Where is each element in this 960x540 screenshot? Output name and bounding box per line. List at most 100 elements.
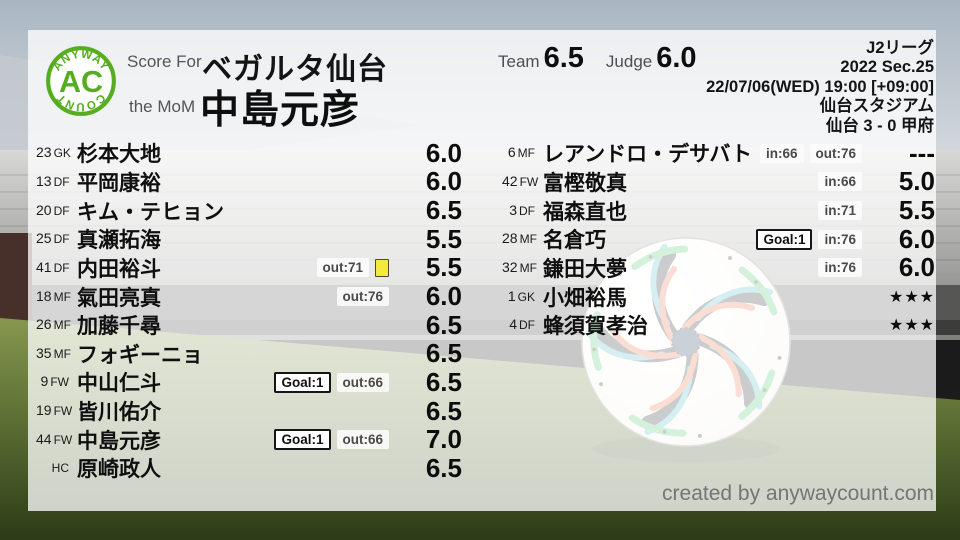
player-position: FW: [53, 432, 73, 447]
player-rating: 6.0: [425, 166, 462, 197]
player-row: 3 DF 福森直也 in:71 5.5: [502, 195, 935, 225]
player-row: 32 MF 鎌田大夢 in:76 6.0: [502, 252, 935, 283]
player-name: レアンドロ・デサバト: [543, 143, 752, 167]
player-rating: ★★★: [888, 317, 935, 335]
player-position: MF: [519, 260, 537, 275]
substitution-badge: out:71: [316, 258, 369, 278]
player-rating: 6.0: [425, 281, 462, 312]
player-position: DF: [53, 260, 70, 275]
player-position: MF: [53, 346, 71, 361]
substitutes-roster: 6 MF レアンドロ・デサバト in:66 out:76 --- 42 FW 富樫敬真…: [502, 138, 935, 339]
player-number: 28: [502, 230, 518, 247]
player-rating: 6.5: [425, 195, 462, 226]
player-position: MF: [519, 232, 537, 247]
player-number-position: 6 MF: [502, 144, 535, 162]
player-position: MF: [53, 318, 71, 333]
player-row: 44 FW 中島元彦 Goal:1 out:66 7.0: [36, 424, 462, 454]
logo-ac-monogram: AC: [59, 65, 103, 99]
player-row: 1 GK 小畑裕馬 ★★★: [502, 282, 935, 311]
player-name: 真瀬拓海: [77, 229, 161, 253]
player-badges: Goal:1 in:76: [756, 228, 862, 250]
player-number: 41: [36, 258, 52, 275]
judge-score-label: Judge: [605, 52, 653, 71]
player-name: 杉本大地: [77, 143, 161, 167]
player-number: 1: [507, 287, 516, 304]
match-info: J2リーグ 2022 Sec.25 22/07/06(WED) 19:00 [+…: [706, 39, 934, 136]
player-number: 32: [502, 258, 518, 275]
player-number: 25: [36, 230, 52, 247]
substitution-badge: in:66: [818, 172, 862, 192]
substitution-badge: out:76: [336, 287, 389, 307]
player-rating: 6.5: [425, 395, 462, 426]
player-name: 皆川佑介: [77, 401, 161, 425]
substitution-badge: in:71: [818, 201, 862, 221]
player-number-position: 1 GK: [502, 288, 535, 306]
substitution-badge: out:66: [336, 430, 389, 450]
player-badges: in:76: [818, 258, 862, 278]
substitution-badge: out:66: [336, 372, 389, 392]
player-number: 44: [36, 430, 52, 447]
team-score-label: Team: [498, 52, 540, 71]
player-position: GK: [517, 289, 535, 304]
player-number-position: HC: [36, 459, 69, 477]
player-position: FW: [519, 174, 539, 189]
player-number: 35: [36, 344, 52, 361]
player-number: 6: [507, 144, 516, 161]
player-badges: in:66 out:76: [759, 143, 862, 163]
player-rating: 5.0: [898, 166, 935, 197]
player-number: 42: [502, 172, 518, 189]
player-number: 19: [36, 402, 52, 419]
player-name: 原崎政人: [77, 458, 161, 482]
mom-label: the MoM: [129, 97, 196, 116]
player-number: 3: [509, 201, 517, 218]
player-number-position: 9 FW: [36, 373, 69, 391]
player-number-position: 28 MF: [502, 230, 537, 248]
player-row: 25 DF 真瀬拓海 5.5: [36, 223, 462, 254]
substitution-badge: out:76: [809, 143, 862, 163]
goal-badge: Goal:1: [274, 371, 331, 393]
player-number-position: 42 FW: [502, 172, 538, 191]
player-position: MF: [517, 146, 535, 161]
player-number-position: 41 DF: [36, 258, 70, 277]
player-number-position: 4 DF: [502, 316, 535, 334]
player-name: キム・テヒョン: [77, 200, 224, 224]
player-position: MF: [53, 289, 71, 304]
player-rating: 6.0: [898, 252, 935, 283]
season-round: 2022 Sec.25: [840, 58, 934, 77]
player-position: HC: [51, 461, 69, 476]
credit-text: created by anywaycount.com: [662, 482, 934, 505]
player-badges: out:71: [316, 258, 389, 278]
player-name: 富樫敬真: [543, 171, 627, 195]
player-badges: in:66: [818, 172, 862, 192]
mom-player-name: 中島元彦: [200, 89, 361, 132]
player-name: 内田裕斗: [77, 257, 161, 281]
player-number-position: 3 DF: [502, 202, 535, 220]
player-name: フォギーニョ: [77, 343, 203, 367]
player-badges: Goal:1 out:66: [274, 371, 389, 393]
player-name: 加藤千尋: [77, 315, 161, 339]
player-row: 19 FW 皆川佑介 6.5: [36, 395, 462, 426]
yellow-card-icon: [375, 258, 389, 277]
player-name: 鎌田大夢: [543, 257, 627, 281]
anywaycount-logo: ANYWAY COUNT AC: [44, 44, 118, 118]
player-position: GK: [53, 146, 71, 161]
player-row: 23 GK 杉本大地 6.0: [36, 138, 462, 168]
player-row: 20 DF キム・テヒョン 6.5: [36, 195, 462, 226]
player-row: 13 DF 平岡康裕 6.0: [36, 166, 462, 197]
player-number: 26: [36, 316, 52, 333]
league-name: J2リーグ: [866, 39, 934, 57]
player-position: DF: [53, 232, 70, 247]
player-number-position: 20 DF: [36, 202, 70, 220]
player-position: DF: [519, 203, 535, 218]
substitution-badge: in:66: [759, 143, 804, 163]
player-name: 小畑裕馬: [543, 286, 627, 310]
player-row: 18 MF 氣田亮真 out:76 6.0: [36, 281, 462, 312]
kickoff-datetime: 22/07/06(WED) 19:00 [+09:00]: [706, 77, 934, 96]
player-number-position: 23 GK: [36, 144, 71, 162]
player-rating: 6.0: [898, 223, 935, 254]
player-rating: 5.5: [425, 223, 462, 254]
player-number-position: 19 FW: [36, 402, 72, 420]
player-number: 13: [36, 172, 52, 189]
player-rating: 5.5: [425, 252, 462, 283]
player-name: 中山仁斗: [77, 372, 161, 396]
